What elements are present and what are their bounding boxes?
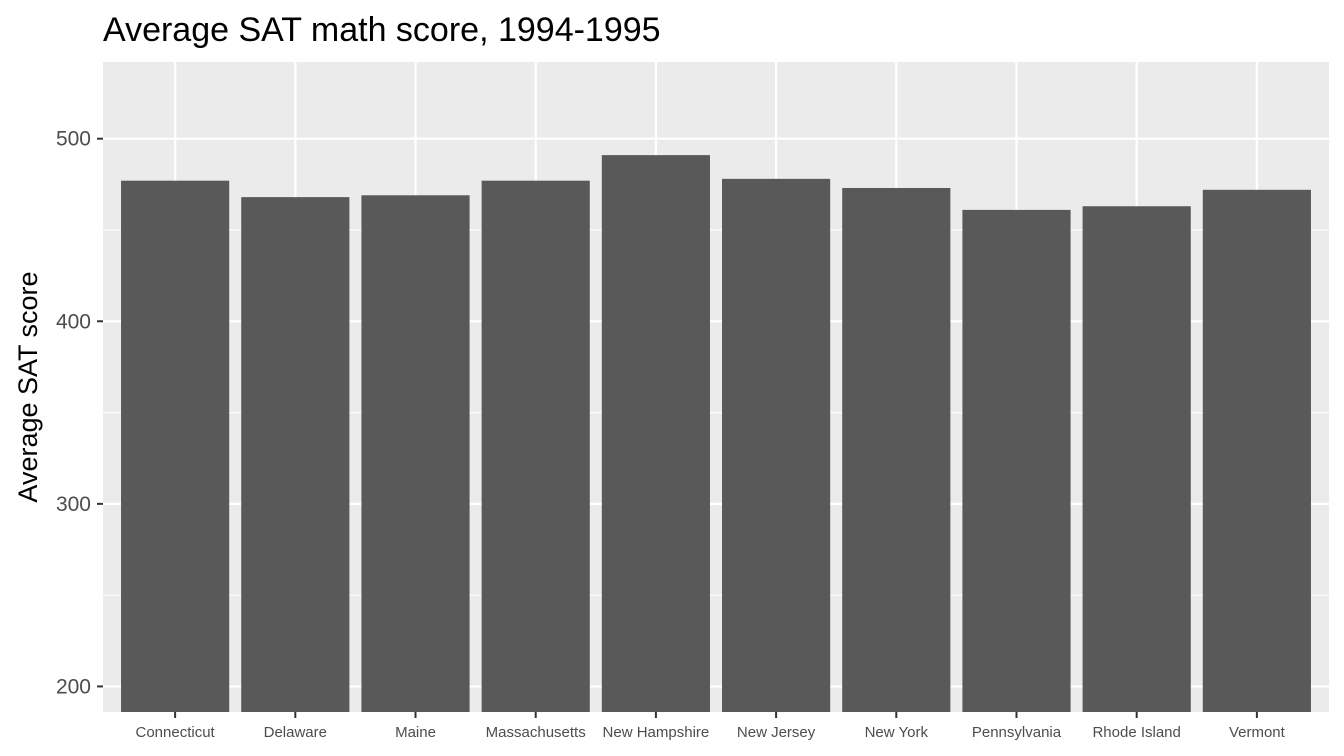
bar	[842, 187, 951, 712]
x-tick-label: Pennsylvania	[972, 724, 1062, 741]
y-tick-label: 500	[56, 128, 91, 151]
bar	[722, 178, 831, 712]
x-tick-label: New Jersey	[737, 724, 816, 741]
x-tick-label: Connecticut	[136, 724, 216, 741]
bar	[962, 209, 1071, 713]
x-tick-label: Massachusetts	[486, 724, 586, 741]
chart-title: Average SAT math score, 1994-1995	[103, 11, 661, 49]
x-tick-label: Maine	[395, 724, 436, 741]
bar	[1202, 189, 1311, 713]
bars	[121, 155, 1311, 713]
y-tick-label: 300	[56, 493, 91, 516]
x-tick-label: Delaware	[264, 724, 327, 741]
y-axis: 200 300 400 500	[56, 128, 103, 698]
x-tick-label: New Hampshire	[603, 724, 710, 741]
y-tick-label: 200	[56, 675, 91, 698]
bar	[481, 180, 590, 712]
bar	[121, 180, 230, 712]
y-axis-label: Average SAT score	[13, 271, 43, 502]
x-tick-label: Vermont	[1229, 724, 1286, 741]
y-tick-label: 400	[56, 310, 91, 333]
x-tick-label: New York	[865, 724, 929, 741]
x-tick-label: Rhode Island	[1092, 724, 1180, 741]
bar	[361, 195, 470, 713]
bar	[1082, 206, 1191, 712]
x-axis: Connecticut Delaware Maine Massachusetts New…	[136, 712, 1286, 741]
bar	[241, 197, 350, 712]
bar	[601, 155, 710, 712]
